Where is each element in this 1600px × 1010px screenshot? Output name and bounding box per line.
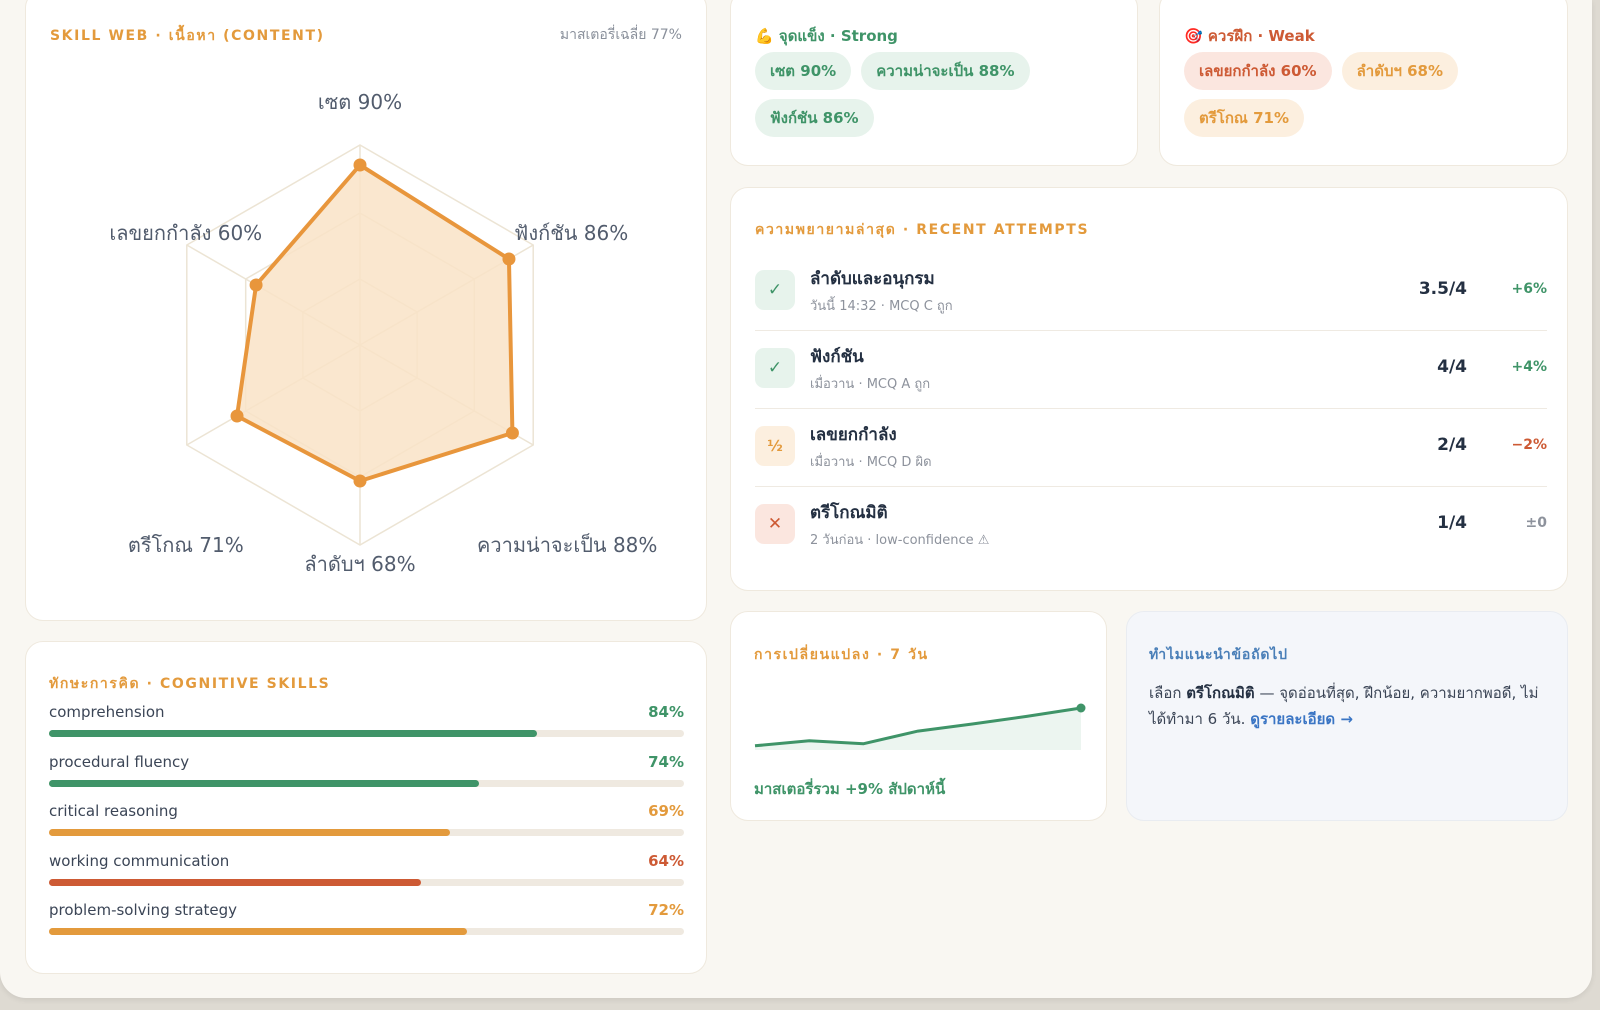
skill-web-card: เซต 90% ฟังก์ชัน 86% ความน่าจะเป็น 88% ลำดั… (25, 0, 707, 621)
recent-attempts-title: ความพยายามล่าสุด · RECENT ATTEMPTS (755, 222, 1090, 238)
attempt-score: 2/4 (1437, 435, 1467, 455)
sparkline-area (755, 708, 1081, 750)
change-note: มาสเตอรี่รวม +9% สัปดาห์นี้ (754, 780, 946, 798)
change-card: การเปลี่ยนแปลง · 7 วัน มาสเตอรี่รวม +9% … (730, 611, 1107, 821)
radar-point-4 (230, 409, 244, 423)
attempt-delta: −2% (1511, 437, 1548, 453)
cognitive-skill-fill (49, 730, 537, 737)
attempt-row[interactable]: ½ เลขยกกำลังเมื่อวาน · MCQ D ผิด 2/4 −2% (755, 409, 1547, 487)
cognitive-skill-fill (49, 928, 468, 935)
radar-series-area (235, 163, 515, 483)
mastery-average: มาสเตอรี่เฉลี่ย 77% (559, 27, 682, 43)
check-icon: ✓ (755, 348, 795, 388)
cognitive-skill-row: working communication 64% (49, 852, 684, 892)
attempt-subtitle: วันนี้ 14:32 · MCQ C ถูก (810, 299, 953, 314)
radar-point-3 (353, 474, 367, 488)
why-next-title: ทำไมแนะนำข้อถัดไป (1149, 647, 1288, 663)
radar-axis-label-1: ฟังก์ชัน 86% (514, 221, 628, 245)
attempt-score: 4/4 (1437, 357, 1467, 377)
radar-point-5 (249, 278, 263, 292)
cognitive-skill-track (49, 779, 684, 787)
cognitive-skill-row: problem-solving strategy 72% (49, 901, 684, 941)
strong-card: 💪 จุดแข็ง · Strong เซต 90% ความน่าจะเป็น … (730, 0, 1138, 166)
radar-point-1 (502, 252, 516, 266)
skill-web-title: SKILL WEB · เนื้อหา (CONTENT) (50, 28, 325, 44)
trend-sparkline (754, 703, 1086, 750)
cognitive-skills-title: ทักษะการคิด · COGNITIVE SKILLS (49, 676, 331, 692)
attempt-row[interactable]: ✓ ฟังก์ชันเมื่อวาน · MCQ A ถูก 4/4 +4% (755, 331, 1547, 409)
cognitive-skill-percent: 74% (648, 752, 684, 771)
weak-pill[interactable]: ตรีโกณ 71% (1184, 99, 1304, 137)
why-topic: ตรีโกณมิติ (1186, 684, 1255, 702)
cognitive-skill-row: comprehension 84% (49, 703, 684, 743)
radar-axis-label-4: ตรีโกณ 71% (128, 533, 244, 557)
attempt-subtitle: 2 วันก่อน · low-confidence ⚠ (810, 533, 990, 548)
weak-pill[interactable]: เลขยกกำลัง 60% (1184, 52, 1332, 90)
attempt-title: เลขยกกำลัง (810, 425, 897, 445)
weak-title: 🎯 ควรฝึก · Weak (1184, 27, 1315, 45)
cognitive-skill-percent: 72% (648, 901, 684, 919)
strong-title: 💪 จุดแข็ง · Strong (755, 27, 898, 45)
cognitive-skill-name: working communication (49, 851, 230, 870)
attempt-row[interactable]: ✓ ลำดับและอนุกรมวันนี้ 14:32 · MCQ C ถูก 3… (755, 253, 1547, 331)
radar-axis-label-3: ลำดับฯ 68% (304, 552, 415, 576)
attempt-title: ตรีโกณมิติ (810, 503, 888, 523)
cognitive-skill-name: critical reasoning (49, 802, 178, 820)
why-prefix: เลือก (1149, 684, 1187, 702)
why-next-text: เลือก ตรีโกณมิติ — จุดอ่อนที่สุด, ฝึกน้อ… (1149, 680, 1549, 732)
attempt-title: ฟังก์ชัน (810, 347, 864, 367)
why-next-card: ทำไมแนะนำข้อถัดไป เลือก ตรีโกณมิติ — จุด… (1126, 611, 1568, 821)
radar-axis-label-2: ความน่าจะเป็น 88% (477, 532, 657, 557)
weak-pill-list: เลขยกกำลัง 60% ลำดับฯ 68% ตรีโกณ 71% (1184, 52, 1554, 137)
cross-icon: ✕ (755, 504, 795, 544)
cognitive-skill-percent: 64% (648, 851, 684, 870)
radar-axis-label-0: เซต 90% (318, 90, 402, 114)
cognitive-skill-track (49, 928, 684, 935)
cognitive-skill-name: procedural fluency (49, 752, 190, 771)
cognitive-skill-fill (49, 779, 479, 787)
cognitive-skill-name: problem-solving strategy (49, 901, 238, 919)
cognitive-skills-card: ทักษะการคิด · COGNITIVE SKILLS comprehen… (25, 641, 707, 974)
sparkline-end-point (1076, 703, 1086, 713)
cognitive-skill-track (49, 829, 684, 836)
attempt-score: 3.5/4 (1418, 279, 1467, 299)
weak-pill[interactable]: ลำดับฯ 68% (1341, 52, 1459, 90)
attempt-delta: +4% (1511, 359, 1548, 375)
radar-chart: เซต 90% ฟังก์ชัน 86% ความน่าจะเป็น 88% ลำดั… (109, 90, 657, 576)
strong-pill-list: เซต 90% ความน่าจะเป็น 88% ฟังก์ชัน 86% (755, 52, 1125, 137)
radar-point-2 (505, 426, 519, 440)
recent-attempts-card: ความพยายามล่าสุด · RECENT ATTEMPTS ✓ ลำดั… (730, 187, 1568, 591)
attempt-delta: +6% (1511, 281, 1548, 297)
cognitive-skill-row: procedural fluency 74% (49, 753, 684, 793)
attempt-score: 1/4 (1437, 513, 1467, 533)
strong-pill[interactable]: เซต 90% (755, 52, 852, 90)
half-icon: ½ (755, 426, 795, 466)
cognitive-skill-name: comprehension (49, 703, 165, 721)
strong-pill[interactable]: ความน่าจะเป็น 88% (861, 52, 1030, 90)
attempt-subtitle: เมื่อวาน · MCQ D ผิด (810, 455, 932, 470)
change-title: การเปลี่ยนแปลง · 7 วัน (754, 647, 929, 663)
cognitive-skill-percent: 69% (648, 802, 684, 820)
cognitive-skill-track (49, 878, 684, 886)
cognitive-skill-track (49, 730, 684, 737)
radar-point-0 (353, 158, 367, 172)
details-link[interactable]: ดูรายละเอียด → (1250, 710, 1353, 728)
cognitive-skill-percent: 84% (648, 703, 684, 721)
cognitive-skill-fill (49, 829, 450, 836)
attempt-title: ลำดับและอนุกรม (810, 269, 935, 289)
sparkline-line (754, 706, 1082, 748)
attempt-subtitle: เมื่อวาน · MCQ A ถูก (810, 377, 931, 392)
attempt-delta: ±0 (1525, 515, 1547, 531)
cognitive-skill-fill (49, 878, 421, 886)
strong-pill[interactable]: ฟังก์ชัน 86% (755, 99, 874, 137)
attempt-row[interactable]: ✕ ตรีโกณมิติ 2 วันก่อน · low-confidence ⚠ 1… (755, 487, 1547, 565)
why-body: — จุดอ่อนที่สุด, ฝึกน้อย, ความยากพอดี, ไ… (1149, 684, 1539, 728)
weak-card: 🎯 ควรฝึก · Weak เลขยกกำลัง 60% ลำดับฯ 68%… (1159, 0, 1568, 166)
cognitive-skill-row: critical reasoning 69% (49, 802, 684, 842)
check-icon: ✓ (755, 270, 795, 310)
radar-axis-label-5: เลขยกกำลัง 60% (109, 221, 262, 245)
